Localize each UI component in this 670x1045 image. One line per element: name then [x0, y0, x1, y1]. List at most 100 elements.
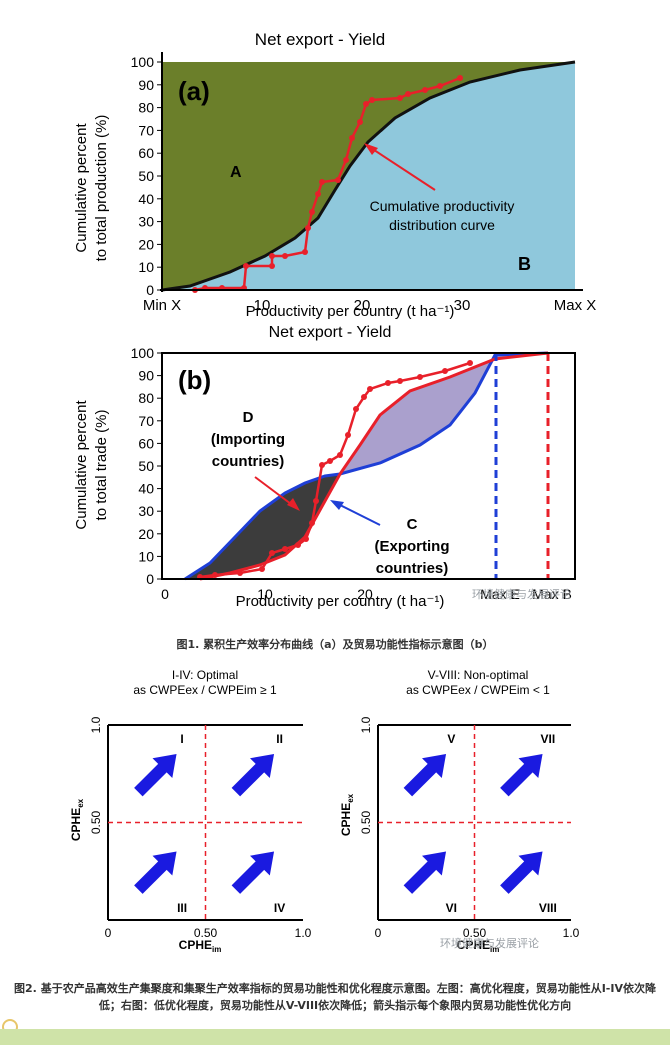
y-tick-label-6: 60 [138, 145, 154, 161]
y-tick-label-0: 0 [146, 282, 154, 298]
x-tick-label-0: 0 [375, 926, 382, 940]
arrow-c-line [335, 502, 381, 526]
chart-b-label-c-2: (Exporting [375, 538, 450, 555]
y-tick-label-2: 20 [138, 526, 154, 542]
y-tick-label-8: 80 [138, 100, 154, 116]
chart-b-ylabel-line1: Cumulative percent [73, 400, 90, 530]
step-point-18 [369, 97, 375, 103]
x-tick-label-2: 1.0 [295, 926, 312, 940]
watermark-2: 环境健康与发展评论 [440, 937, 539, 950]
arrow-shape [500, 753, 543, 797]
arrow-shape [231, 851, 275, 894]
x-tick-label-0: Min X [143, 297, 181, 314]
chart-b: Net export - Yield (b) D (Importing coun… [73, 325, 576, 610]
step-point-12 [319, 179, 325, 185]
step-point-6 [269, 253, 275, 259]
arrow-shape [134, 753, 177, 797]
chart-b-xlabel: Productivity per country (t ha⁻¹) [236, 593, 445, 610]
red-curve [199, 351, 549, 581]
chart-a-xlabel: Productivity per country (t ha⁻¹) [246, 303, 455, 320]
step-point-21 [467, 360, 473, 366]
chart-b-plot-area [161, 351, 576, 581]
quad-right-heading-1: V-VIII: Non-optimal [428, 668, 529, 682]
arrow-shape [231, 753, 275, 797]
step-point-9 [305, 225, 311, 231]
x-tick-label-1: 0.50 [463, 926, 487, 940]
step-point-18 [397, 378, 403, 384]
chart-a-panel-label: (a) [178, 76, 210, 106]
step-point-9 [313, 498, 319, 504]
quad-left-heading-1: I-IV: Optimal [172, 668, 238, 682]
quad-right-plot: V VII VI VIII 0 0.50 1.0 0.50 1.0 [359, 716, 580, 940]
x-tick-label-4: Max B [532, 586, 572, 602]
direction-arrow-3 [403, 851, 447, 894]
quad-right-ylabel: CPHEex [339, 793, 355, 836]
step-point-3 [259, 566, 265, 572]
y-tick-label-5: 50 [138, 168, 154, 184]
step-point-14 [343, 157, 349, 163]
y-tick-label-1: 1.0 [89, 716, 103, 733]
quadrant-label-1: V [447, 732, 455, 746]
direction-arrow-2 [231, 753, 275, 797]
quad-left-xlabel: CPHEim [179, 938, 222, 954]
step-point-17 [363, 101, 369, 107]
y-tick-label-4: 40 [138, 481, 154, 497]
step-point-5 [282, 546, 288, 552]
step-point-13 [335, 177, 341, 183]
x-tick-label-2: 20 [354, 297, 371, 314]
chart-a-y-ticks: 0 10 20 30 40 50 60 70 80 90 100 [131, 54, 162, 298]
arrow-c-head [330, 500, 344, 510]
step-point-16 [357, 119, 363, 125]
step-point-23 [457, 75, 463, 81]
y-tick-label-9: 90 [138, 368, 154, 384]
arrow-d-head [287, 498, 300, 511]
chart-b-x-ticks: 0 10 20 Max E Max B [161, 586, 572, 602]
y-tick-label-5: 50 [138, 458, 154, 474]
quadrant-figure: I-IV: Optimal as CWPEex / CWPEim ≥ 1 I II… [69, 668, 580, 954]
chart-b-panel-label: (b) [178, 365, 211, 395]
y-tick-label-3: 30 [138, 503, 154, 519]
step-point-11 [315, 191, 321, 197]
x-tick-label-1: 10 [257, 586, 273, 602]
quadrant-label-4: IV [274, 901, 285, 915]
step-point-14 [353, 406, 359, 412]
annotation-arrow-head [364, 143, 378, 155]
y-tick-label-0: 0.50 [89, 810, 103, 834]
quad-right-heading-2: as CWPEex / CWPEim < 1 [406, 683, 550, 697]
x-tick-label-1: 10 [254, 297, 271, 314]
y-tick-label-2: 20 [138, 236, 154, 252]
importing-region-fill [185, 474, 340, 579]
y-tick-label-0: 0 [146, 571, 154, 587]
step-point-19 [397, 95, 403, 101]
arrow-shape [134, 851, 177, 894]
exporting-region-fill [340, 353, 548, 474]
step-point-5 [269, 263, 275, 269]
x-tick-label-0: 0 [105, 926, 112, 940]
step-point-2 [237, 570, 243, 576]
step-curve [199, 361, 471, 579]
x-tick-label-4: Max X [554, 297, 597, 314]
blue-curve [184, 351, 549, 581]
quadrant-label-1: I [180, 732, 183, 746]
step-point-10 [319, 462, 325, 468]
quad-left-ylabel: CPHEex [69, 798, 85, 841]
arrow-shape [403, 753, 447, 797]
step-point-15 [361, 394, 367, 400]
y-tick-label-1: 10 [138, 259, 154, 275]
chart-b-ylabel-line2: to total trade (%) [93, 410, 110, 521]
quadrant-label-3: III [177, 901, 187, 915]
step-point-8 [309, 520, 315, 526]
step-point-11 [327, 458, 333, 464]
step-point-13 [345, 432, 351, 438]
chart-a-region-b-label: B [518, 254, 531, 274]
chart-b-y-ticks: 0 10 20 30 40 50 60 70 80 90 100 [131, 345, 162, 587]
quadrant-label-4: VIII [539, 901, 557, 915]
quadrant-label-2: II [276, 732, 283, 746]
y-tick-label-10: 100 [131, 54, 155, 70]
bottom-decorative-bar [0, 1029, 670, 1045]
step-point-4 [269, 550, 275, 556]
arrow-shape [403, 851, 447, 894]
quad-left-heading-2: as CWPEex / CWPEim ≥ 1 [133, 683, 277, 697]
chart-a-annotation-line2: distribution curve [389, 217, 495, 233]
chart-a-annotation-line1: Cumulative productivity [370, 198, 515, 214]
